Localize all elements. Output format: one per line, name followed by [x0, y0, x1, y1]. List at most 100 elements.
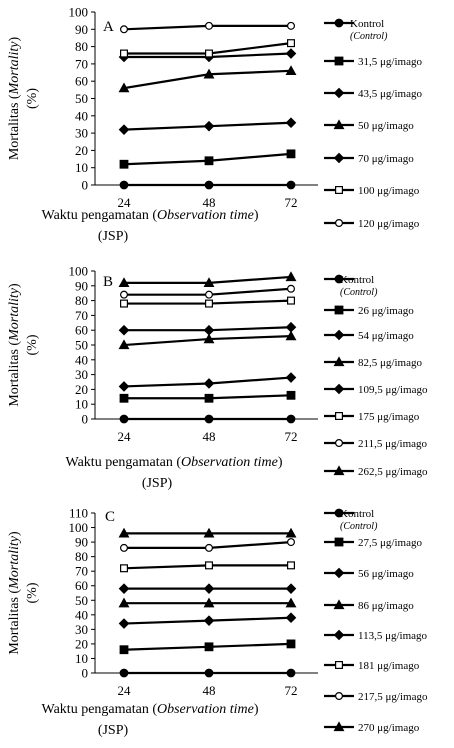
data-point [203, 277, 215, 288]
data-point [119, 543, 128, 552]
data-point [205, 290, 214, 299]
y-tick-label: 80 [75, 293, 88, 308]
legend-label-sub: (Control) [340, 521, 378, 532]
data-point [119, 25, 128, 34]
legend-item: Kontrol(Control) [324, 508, 378, 532]
legend-label-sub: (Control) [350, 31, 388, 42]
x-axis-label-unit: (JSP) [98, 723, 129, 738]
legend-swatch-marker [334, 274, 344, 284]
data-point [204, 642, 214, 652]
legend-swatch-marker [334, 18, 344, 28]
x-tick-label: 72 [285, 429, 298, 444]
data-point [286, 639, 296, 649]
legend-item: 100 μg/imago [324, 185, 420, 197]
legend-item: Kontrol(Control) [324, 18, 388, 42]
y-axis-label-unit: (%) [25, 582, 40, 603]
y-tick-label: 30 [75, 367, 88, 382]
data-point [119, 668, 129, 678]
data-point [118, 618, 130, 629]
data-point [204, 180, 214, 190]
data-point [119, 414, 129, 424]
y-tick-label: 50 [75, 593, 88, 608]
data-point [119, 564, 128, 573]
data-point [119, 290, 128, 299]
legend-label: 82,5 μg/imago [358, 357, 422, 369]
legend-item: 181 μg/imago [324, 660, 420, 672]
legend-swatch-marker [335, 439, 344, 448]
x-tick-label: 48 [203, 683, 216, 698]
data-point [285, 48, 297, 59]
y-tick-label: 90 [75, 22, 88, 37]
y-axis-label: Mortalitas (Mortality) [7, 283, 22, 407]
data-point [205, 21, 214, 30]
legend-swatch-marker [333, 329, 345, 341]
data-point [285, 597, 297, 608]
data-point [203, 583, 215, 594]
x-axis-label: Waktu pengamatan (Observation time) [42, 702, 259, 717]
y-tick-label: 20 [75, 143, 88, 158]
data-point [204, 393, 214, 403]
data-point [285, 330, 297, 341]
y-tick-label: 0 [82, 178, 89, 193]
y-tick-label: 70 [75, 308, 88, 323]
x-tick-label: 24 [118, 683, 132, 698]
legend-label: 27,5 μg/imago [358, 537, 422, 549]
panel-letter: C [105, 509, 115, 525]
data-point [118, 381, 130, 392]
y-tick-label: 60 [75, 578, 88, 593]
legend-item: 31,5 μg/imago [324, 56, 422, 68]
y-tick-label: 20 [75, 636, 88, 651]
legend-item: 43,5 μg/imago [324, 87, 422, 100]
data-point [285, 527, 297, 538]
legend-label: 26 μg/imago [358, 305, 414, 317]
legend-label: 70 μg/imago [358, 153, 414, 165]
legend-item: 86 μg/imago [324, 599, 414, 612]
legend: Kontrol(Control) 27,5 μg/imago 56 μg/imago… [324, 508, 428, 734]
legend-swatch-marker [335, 412, 344, 421]
legend-label: 54 μg/imago [358, 330, 414, 342]
y-tick-label: 10 [75, 160, 88, 175]
data-point [203, 333, 215, 344]
data-point [203, 120, 215, 132]
legend-label: 120 μg/imago [358, 218, 420, 230]
data-point [285, 321, 297, 333]
data-point [118, 82, 130, 93]
data-point [119, 645, 129, 655]
legend-label: 50 μg/imago [358, 120, 414, 132]
y-axis-label-unit: (%) [25, 334, 40, 355]
x-tick-label: 72 [285, 195, 298, 210]
panel-letter: A [103, 19, 114, 35]
y-tick-label: 90 [75, 278, 88, 293]
data-point [119, 49, 128, 58]
legend-swatch-marker [335, 219, 344, 228]
data-point [119, 299, 128, 308]
y-tick-label: 80 [75, 549, 88, 564]
data-point [287, 284, 296, 293]
legend-swatch-marker [333, 567, 345, 579]
chart-panel-a: 0 10 20 30 40 50 60 70 80 90 100 24 48 72 A Mortalitas … [7, 5, 422, 245]
legend-swatch-marker [334, 56, 344, 66]
y-tick-label: 60 [75, 74, 88, 89]
y-axis-label: Mortalitas (Mortality) [7, 531, 22, 655]
legend-item: 262,5 μg/imago [324, 465, 428, 478]
legend-item: 56 μg/imago [324, 567, 414, 580]
legend-item: 82,5 μg/imago [324, 356, 422, 369]
legend-swatch-marker [334, 537, 344, 547]
legend-item: Kontrol(Control) [324, 274, 378, 298]
data-point [118, 277, 130, 288]
x-tick-label: 48 [203, 195, 216, 210]
data-point [285, 583, 297, 594]
legend-item: 120 μg/imago [324, 218, 420, 230]
data-point [205, 561, 214, 570]
legend-item: 26 μg/imago [324, 305, 414, 317]
data-point [286, 390, 296, 400]
data-point [285, 271, 297, 282]
legend-label: 31,5 μg/imago [358, 56, 422, 68]
legend-swatch-marker [334, 305, 344, 315]
legend-item: 50 μg/imago [324, 119, 414, 132]
legend-swatch-marker [333, 87, 345, 99]
legend-label: 211,5 μg/imago [358, 438, 428, 450]
x-tick-label: 48 [203, 429, 216, 444]
y-tick-label: 40 [75, 607, 88, 622]
data-point [203, 527, 215, 538]
